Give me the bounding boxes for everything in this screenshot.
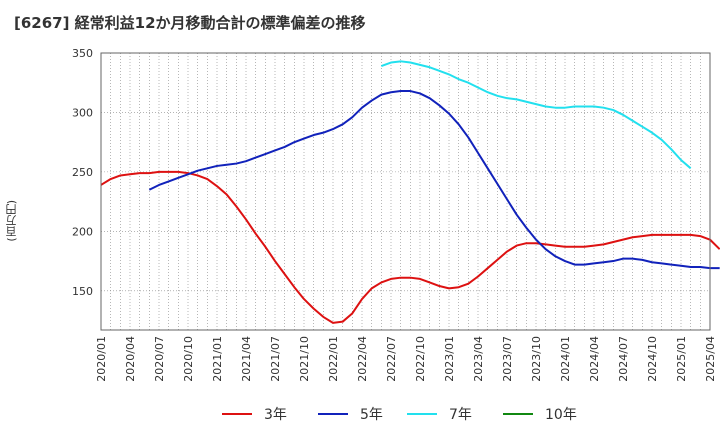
legend-label: 3年: [264, 407, 287, 423]
x-tick-label: 2025/04: [704, 336, 717, 382]
legend-label: 7年: [449, 407, 472, 423]
x-tick-label: 2022/07: [385, 336, 398, 382]
x-tick-label: 2024/07: [617, 336, 630, 382]
x-tick-label: 2022/04: [356, 336, 369, 382]
y-tick-label: 250: [72, 166, 93, 179]
x-tick-label: 2023/01: [443, 336, 456, 382]
chart-title: [6267] 経常利益12か月移動合計の標準偏差の推移: [14, 14, 366, 32]
legend: 3年 5年 7年 10年: [222, 407, 577, 423]
x-tick-label: 2025/01: [675, 336, 688, 382]
y-tick-label: 300: [72, 106, 93, 119]
legend-label: 10年: [545, 407, 577, 423]
y-tick-label: 350: [72, 47, 93, 60]
x-tick-label: 2021/10: [298, 336, 311, 382]
x-tick-label: 2022/10: [414, 336, 427, 382]
x-tick-label: 2021/01: [211, 336, 224, 382]
y-tick-label: 200: [72, 225, 93, 238]
x-tick-label: 2020/10: [182, 336, 195, 382]
y-tick-labels: 150 200 250 300 350: [72, 47, 93, 298]
x-tick-label: 2023/10: [530, 336, 543, 382]
x-tick-label: 2021/04: [240, 336, 253, 382]
grid-lines: [101, 52, 710, 330]
y-tick-label: 150: [72, 285, 93, 298]
series-line-3: [380, 60, 692, 170]
series-lines: [100, 60, 720, 324]
x-tick-label: 2020/04: [124, 336, 137, 382]
x-tick-label: 2024/10: [646, 336, 659, 382]
series-line-2: [148, 90, 720, 270]
plot-frame: [100, 52, 711, 331]
x-tick-label: 2021/07: [269, 336, 282, 382]
x-tick-labels: 2020/01 2020/04 2020/07 2020/10 2021/01 2021/…: [95, 336, 717, 382]
x-tick-label: 2022/01: [327, 336, 340, 382]
x-tick-label: 2024/04: [588, 336, 601, 382]
x-tick-label: 2023/07: [501, 336, 514, 382]
series-line-1: [100, 170, 720, 324]
x-tick-label: 2024/01: [559, 336, 572, 382]
legend-label: 5年: [360, 407, 383, 423]
x-tick-label: 2020/07: [153, 336, 166, 382]
x-tick-label: 2023/04: [472, 336, 485, 382]
x-tick-label: 2020/01: [95, 336, 108, 382]
